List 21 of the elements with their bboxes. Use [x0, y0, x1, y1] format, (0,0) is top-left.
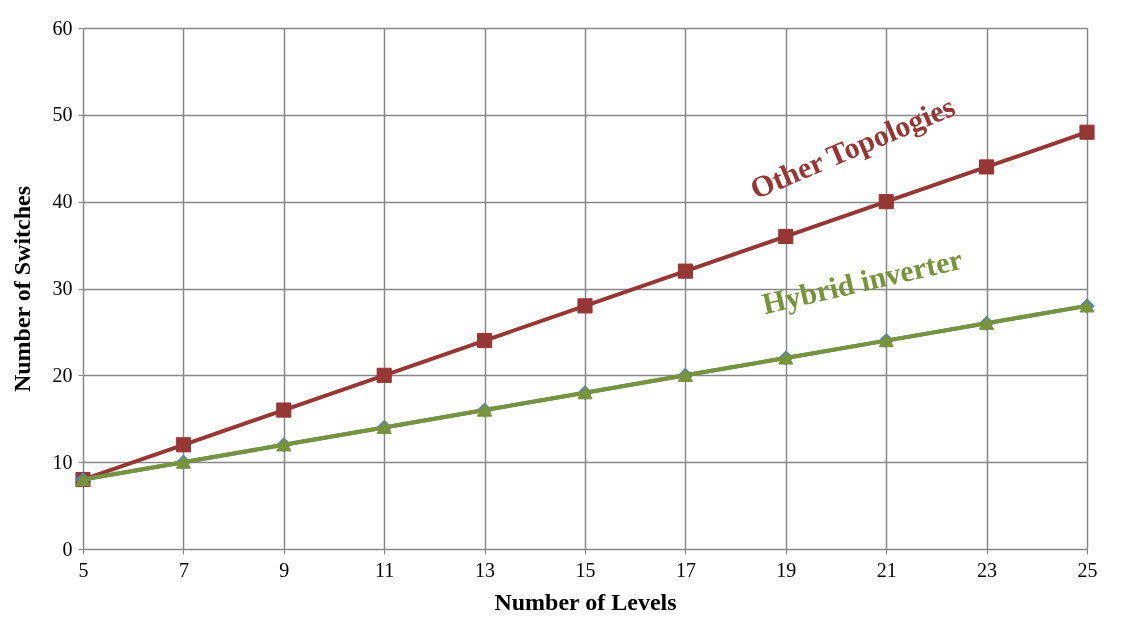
y-tick-label: 30	[52, 277, 73, 299]
y-tick-label: 0	[62, 537, 73, 560]
x-tick-label: 19	[776, 558, 797, 581]
y-axis-title: Number of Switches	[8, 185, 35, 393]
text: Hybrid inverter	[759, 241, 966, 321]
y-tick-label: 10	[52, 450, 73, 473]
y-tick-label: 40	[52, 190, 73, 213]
x-axis-title: Number of Levels	[494, 588, 677, 615]
x-tick-label: 9	[279, 558, 290, 581]
y-tick-label: 20	[52, 363, 73, 386]
x-tick-label: 25	[1077, 558, 1098, 581]
x-tick-label: 11	[375, 558, 395, 581]
y-tick-label: 60	[52, 16, 73, 39]
x-tick-label: 17	[675, 558, 696, 581]
x-tick-label: 5	[78, 558, 89, 581]
x-tick-label: 7	[178, 558, 189, 581]
x-tick-label: 13	[475, 558, 496, 581]
x-tick-label: 15	[575, 558, 596, 581]
y-tick-label: 50	[52, 103, 73, 126]
x-tick-label: 23	[977, 558, 998, 581]
x-tick-label: 21	[876, 558, 897, 581]
